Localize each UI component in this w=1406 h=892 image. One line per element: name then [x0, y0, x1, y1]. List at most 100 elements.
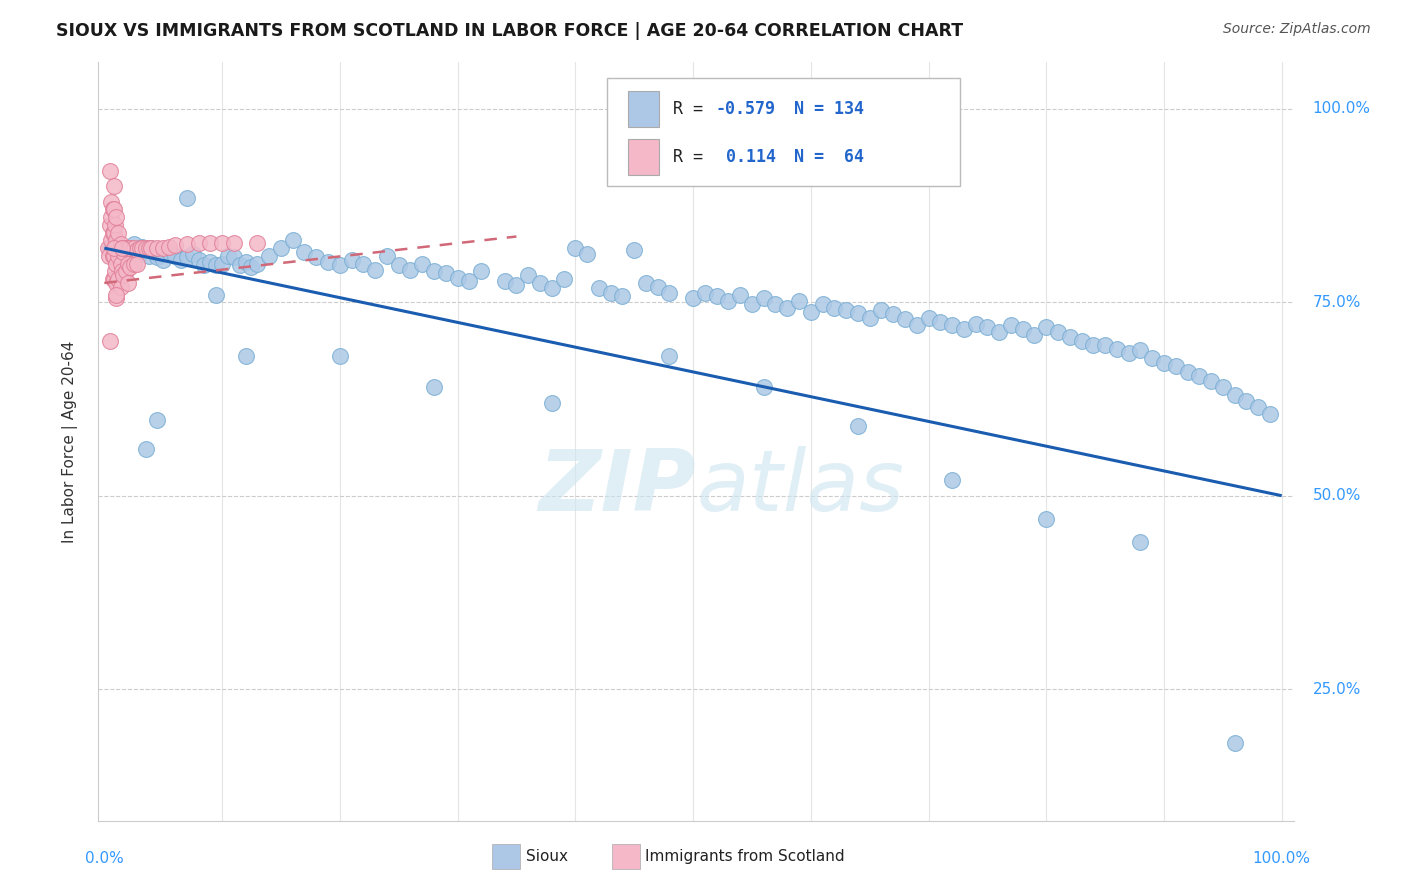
Point — [375, 249, 398, 263]
Point — [107, 272, 129, 286]
Point — [446, 270, 468, 285]
Point — [658, 285, 681, 300]
Point — [107, 245, 129, 260]
Point — [1011, 322, 1033, 336]
Point — [1177, 365, 1199, 379]
Text: Immigrants from Scotland: Immigrants from Scotland — [645, 849, 845, 863]
Point — [364, 262, 387, 277]
Text: 100.0%: 100.0% — [1253, 851, 1310, 866]
Point — [717, 293, 740, 308]
Point — [105, 233, 128, 247]
Point — [103, 237, 125, 252]
Point — [1258, 408, 1281, 422]
Point — [411, 257, 433, 271]
Point — [540, 396, 562, 410]
Point — [246, 235, 269, 250]
Point — [117, 241, 139, 255]
Text: atlas: atlas — [696, 445, 904, 529]
Point — [1223, 736, 1246, 750]
Point — [1000, 318, 1022, 333]
Point — [553, 272, 575, 286]
Point — [138, 241, 160, 255]
Point — [142, 245, 165, 260]
Point — [1118, 345, 1140, 359]
Point — [128, 247, 150, 261]
Point — [105, 257, 128, 271]
Point — [111, 249, 134, 263]
Point — [564, 241, 586, 255]
Point — [434, 266, 457, 280]
Point — [110, 280, 132, 294]
Point — [623, 243, 645, 257]
Point — [1223, 388, 1246, 402]
Point — [117, 257, 139, 271]
Point — [728, 287, 751, 301]
Point — [1236, 394, 1258, 409]
Point — [103, 179, 125, 194]
Text: Sioux: Sioux — [526, 849, 568, 863]
Point — [329, 350, 352, 364]
Point — [752, 292, 775, 306]
Point — [152, 241, 174, 255]
Point — [706, 289, 728, 303]
Point — [423, 380, 446, 394]
Point — [127, 243, 149, 257]
Point — [1047, 325, 1070, 339]
Point — [100, 194, 122, 209]
Point — [1129, 343, 1152, 358]
Point — [340, 252, 363, 267]
Point — [114, 241, 136, 255]
Point — [205, 287, 228, 301]
Point — [134, 241, 156, 255]
Point — [141, 241, 163, 255]
Point — [1105, 342, 1128, 356]
Point — [98, 241, 121, 255]
Point — [988, 325, 1011, 339]
Point — [540, 281, 562, 295]
Point — [929, 315, 952, 329]
Point — [505, 278, 527, 293]
Point — [612, 289, 634, 303]
Point — [152, 252, 174, 267]
Point — [112, 245, 135, 260]
Text: 75.0%: 75.0% — [1312, 294, 1361, 310]
Point — [576, 247, 599, 261]
Point — [117, 276, 139, 290]
Point — [146, 241, 169, 255]
Point — [111, 264, 134, 278]
Text: R =: R = — [673, 100, 713, 118]
Point — [205, 258, 228, 272]
Point — [235, 255, 257, 269]
Text: -0.579: -0.579 — [716, 100, 776, 118]
Point — [693, 285, 716, 300]
Point — [104, 241, 127, 255]
Point — [588, 281, 610, 295]
Text: 0.0%: 0.0% — [84, 851, 124, 866]
Point — [101, 249, 124, 263]
Point — [100, 210, 122, 224]
Point — [765, 297, 787, 311]
Point — [894, 312, 917, 326]
Point — [103, 249, 125, 263]
Text: SIOUX VS IMMIGRANTS FROM SCOTLAND IN LABOR FORCE | AGE 20-64 CORRELATION CHART: SIOUX VS IMMIGRANTS FROM SCOTLAND IN LAB… — [56, 22, 963, 40]
Point — [100, 233, 122, 247]
Point — [270, 241, 292, 255]
Point — [835, 303, 858, 318]
Text: R =: R = — [673, 148, 713, 166]
Point — [399, 262, 422, 277]
Point — [134, 442, 156, 457]
Point — [787, 293, 810, 308]
Point — [163, 238, 186, 252]
Point — [193, 258, 215, 272]
Point — [1059, 330, 1081, 344]
Point — [112, 268, 135, 283]
Point — [1247, 400, 1270, 414]
Point — [458, 274, 481, 288]
Point — [811, 297, 834, 311]
Point — [187, 252, 209, 267]
Point — [176, 237, 198, 252]
Point — [529, 276, 551, 290]
Text: N =  64: N = 64 — [794, 148, 865, 166]
Point — [305, 251, 328, 265]
Point — [146, 251, 169, 265]
